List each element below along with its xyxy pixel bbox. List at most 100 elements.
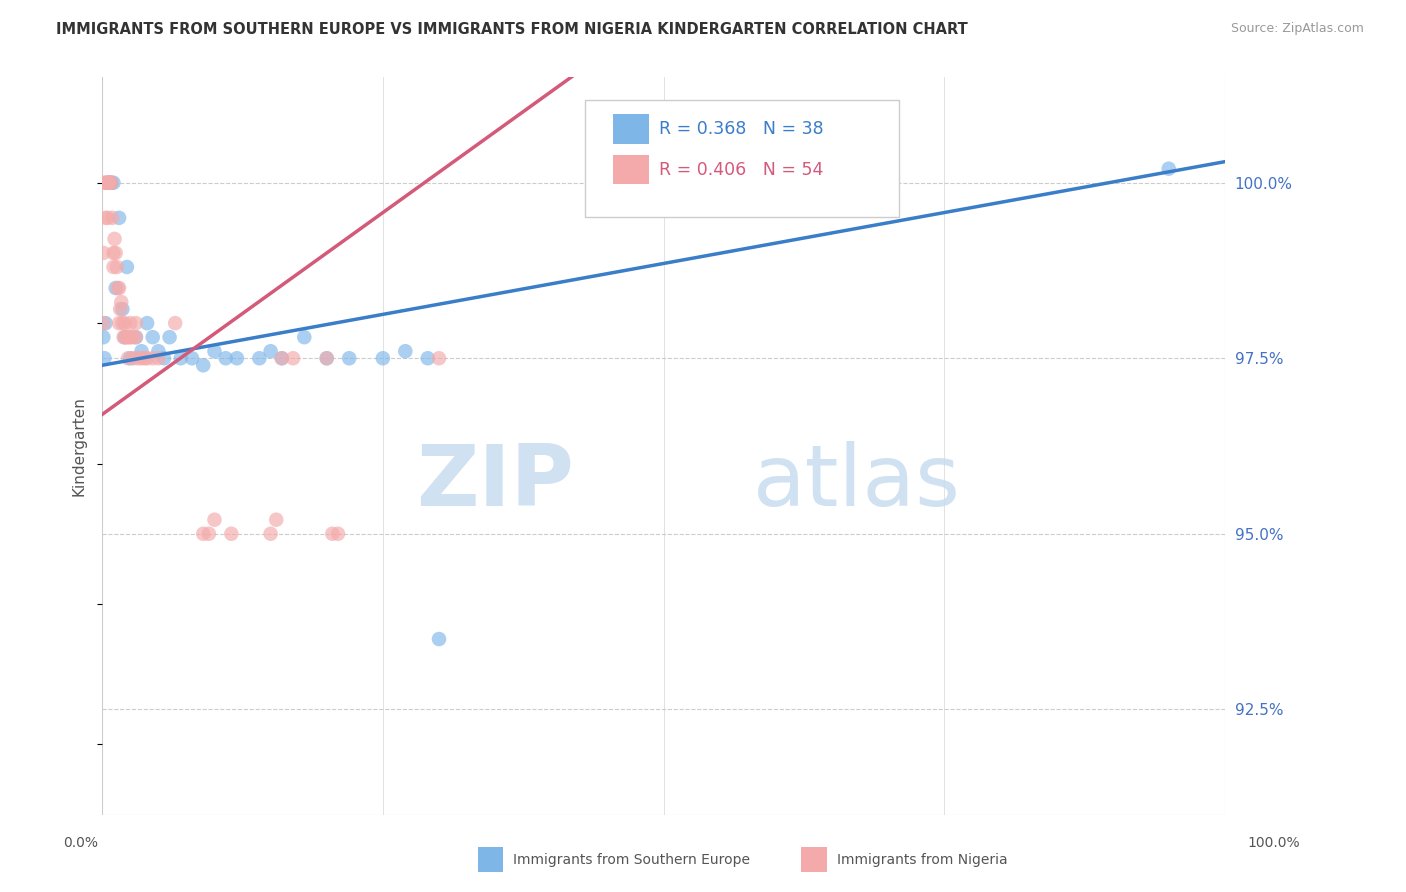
Point — [98, 176, 121, 190]
Point — [193, 358, 215, 372]
Point — [114, 330, 136, 344]
Point — [136, 316, 159, 330]
Text: R = 0.406   N = 54: R = 0.406 N = 54 — [659, 161, 824, 178]
Point — [281, 351, 304, 366]
Bar — [613, 114, 650, 144]
Point — [134, 351, 156, 366]
Point — [108, 211, 131, 225]
Text: 100.0%: 100.0% — [1249, 836, 1301, 850]
Point — [270, 351, 292, 366]
Text: Immigrants from Southern Europe: Immigrants from Southern Europe — [513, 853, 751, 867]
Point — [93, 351, 115, 366]
Point — [193, 526, 215, 541]
Point — [136, 351, 159, 366]
Point — [125, 330, 148, 344]
Point — [120, 351, 142, 366]
Point — [259, 344, 281, 359]
Point — [170, 351, 193, 366]
Point — [103, 232, 125, 246]
Text: R = 0.368   N = 38: R = 0.368 N = 38 — [659, 120, 824, 138]
Point — [321, 526, 343, 541]
Point — [97, 176, 120, 190]
Point — [270, 351, 292, 366]
Text: Immigrants from Nigeria: Immigrants from Nigeria — [837, 853, 1007, 867]
Text: 0.0%: 0.0% — [63, 836, 98, 850]
Bar — [613, 155, 650, 185]
Point — [326, 526, 349, 541]
Point — [247, 351, 270, 366]
Point — [117, 351, 139, 366]
Y-axis label: Kindergarten: Kindergarten — [72, 396, 86, 496]
Point — [91, 330, 114, 344]
Point — [107, 281, 129, 295]
Point — [110, 295, 132, 310]
Point — [1157, 161, 1180, 176]
Point — [108, 281, 131, 295]
Point — [159, 330, 181, 344]
Point — [98, 176, 121, 190]
Point — [105, 260, 128, 274]
Point — [100, 176, 122, 190]
Point — [264, 513, 287, 527]
Point — [112, 330, 135, 344]
Point — [125, 330, 148, 344]
Point — [153, 351, 176, 366]
Point — [120, 316, 142, 330]
Point — [101, 211, 124, 225]
Point — [115, 330, 138, 344]
Point — [221, 526, 243, 541]
Point — [94, 316, 117, 330]
Point — [97, 211, 120, 225]
Point — [131, 344, 153, 359]
Point — [198, 526, 221, 541]
Point — [111, 316, 134, 330]
Point — [142, 330, 165, 344]
Point — [104, 281, 127, 295]
Point — [121, 330, 143, 344]
Point — [100, 176, 122, 190]
Point — [131, 351, 153, 366]
Point — [111, 302, 134, 317]
Point — [91, 246, 114, 260]
Point — [148, 344, 170, 359]
Point — [97, 176, 120, 190]
FancyBboxPatch shape — [585, 100, 900, 218]
Point — [148, 351, 170, 366]
Point — [127, 351, 149, 366]
Point — [337, 351, 360, 366]
Point — [118, 330, 141, 344]
Point — [108, 302, 131, 317]
Point — [315, 351, 337, 366]
Point — [114, 316, 136, 330]
Point — [115, 260, 138, 274]
Point — [104, 246, 127, 260]
Point — [416, 351, 439, 366]
Point — [204, 513, 226, 527]
Point — [122, 351, 145, 366]
Point — [427, 351, 450, 366]
Point — [226, 351, 249, 366]
Point — [91, 316, 114, 330]
Point — [103, 246, 125, 260]
Point — [315, 351, 337, 366]
Point — [165, 316, 187, 330]
Point — [94, 211, 117, 225]
Point — [204, 344, 226, 359]
Point — [259, 526, 281, 541]
Text: atlas: atlas — [754, 442, 962, 524]
Point — [142, 351, 165, 366]
Point — [97, 176, 120, 190]
Point — [114, 330, 136, 344]
Point — [292, 330, 315, 344]
Text: Source: ZipAtlas.com: Source: ZipAtlas.com — [1230, 22, 1364, 36]
Text: ZIP: ZIP — [416, 442, 574, 524]
Point — [96, 176, 118, 190]
Point — [108, 316, 131, 330]
Text: IMMIGRANTS FROM SOUTHERN EUROPE VS IMMIGRANTS FROM NIGERIA KINDERGARTEN CORRELAT: IMMIGRANTS FROM SOUTHERN EUROPE VS IMMIG… — [56, 22, 967, 37]
Point — [93, 176, 115, 190]
Point — [103, 176, 125, 190]
Point — [125, 316, 148, 330]
Point — [103, 260, 125, 274]
Point — [94, 176, 117, 190]
Point — [394, 344, 416, 359]
